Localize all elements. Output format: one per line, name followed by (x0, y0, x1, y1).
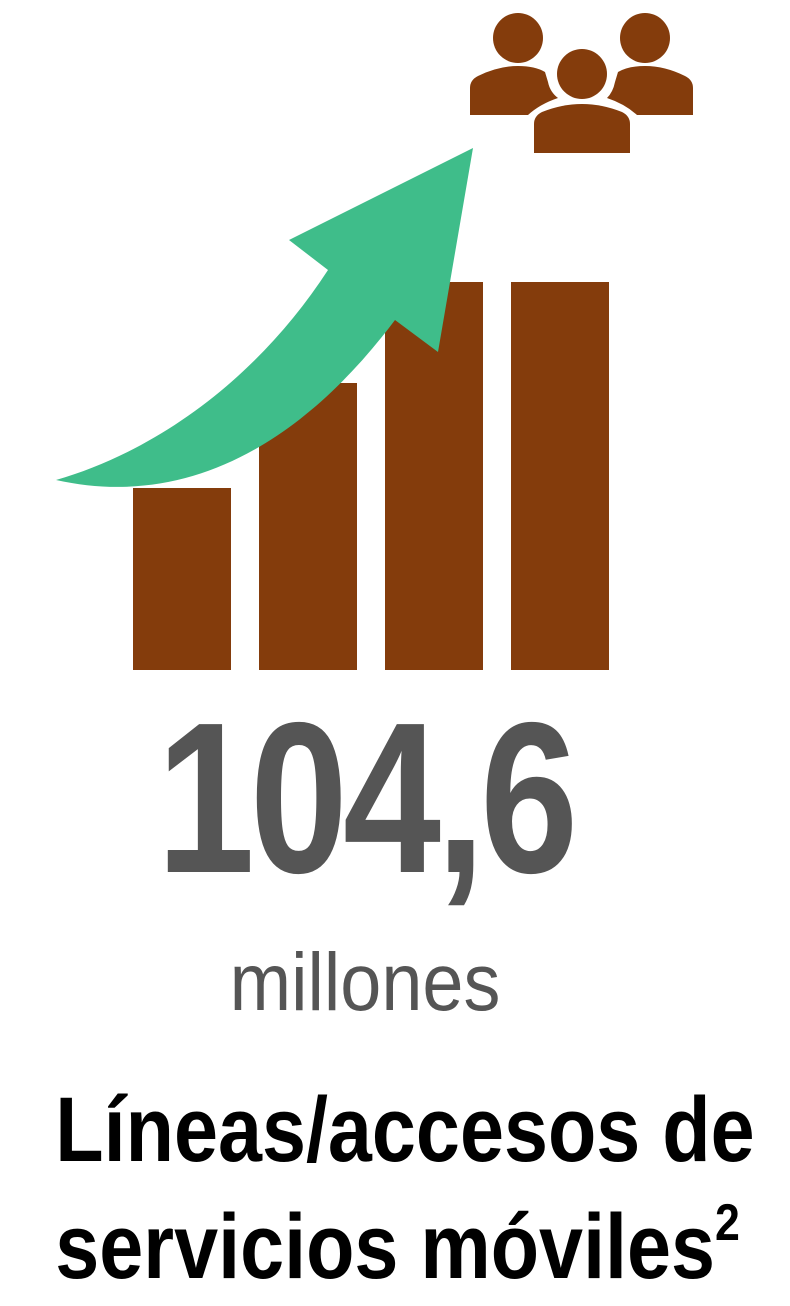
person-center-body-icon (534, 104, 630, 153)
caption-line-2: servicios móviles2 (55, 1189, 740, 1306)
stat-value: 104,6 (156, 677, 579, 918)
caption-line-1: Líneas/accesos de (55, 1079, 755, 1181)
bar-1 (133, 488, 231, 670)
growth-graphic (56, 13, 693, 670)
bar-chart-icon (133, 282, 609, 670)
person-right-head-icon (620, 13, 670, 63)
stat-caption: Líneas/accesos de servicios móviles2 (0, 1072, 790, 1306)
people-group-icon (470, 13, 693, 153)
person-left-body-icon (470, 66, 558, 115)
stat-unit: millones (229, 937, 501, 1028)
growth-arrow-icon (56, 148, 473, 487)
footnote-marker: 2 (715, 1194, 740, 1252)
person-center-head-icon (557, 49, 607, 99)
person-right-body-icon (607, 66, 693, 115)
caption-line-2-text: servicios móviles (55, 1196, 716, 1298)
person-left-head-icon (493, 13, 543, 63)
bar-4 (511, 282, 609, 670)
